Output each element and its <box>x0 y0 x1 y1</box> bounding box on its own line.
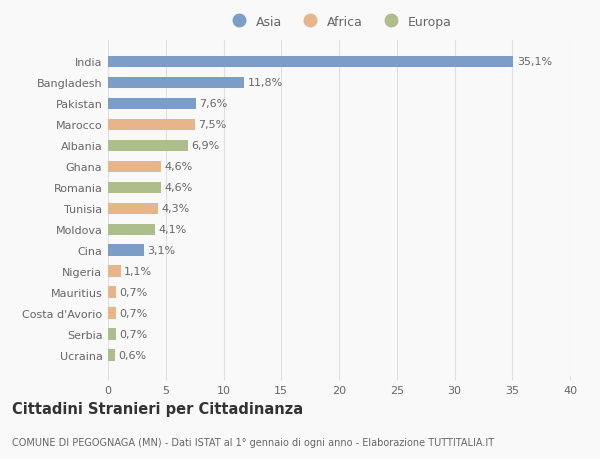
Bar <box>108 224 155 235</box>
Text: 0,7%: 0,7% <box>119 308 148 319</box>
Text: 0,7%: 0,7% <box>119 288 148 297</box>
Text: 6,9%: 6,9% <box>191 141 220 151</box>
Text: 7,5%: 7,5% <box>198 120 226 130</box>
Text: 1,1%: 1,1% <box>124 267 152 277</box>
Text: 4,1%: 4,1% <box>159 225 187 235</box>
Bar <box>108 161 161 173</box>
Text: 4,6%: 4,6% <box>164 162 193 172</box>
Bar <box>108 119 194 131</box>
Text: 3,1%: 3,1% <box>147 246 175 256</box>
Bar <box>108 203 158 215</box>
Bar <box>108 140 188 152</box>
Bar <box>108 350 115 361</box>
Text: 0,6%: 0,6% <box>118 350 146 360</box>
Text: COMUNE DI PEGOGNAGA (MN) - Dati ISTAT al 1° gennaio di ogni anno - Elaborazione : COMUNE DI PEGOGNAGA (MN) - Dati ISTAT al… <box>12 437 494 447</box>
Bar <box>108 266 121 277</box>
Text: 0,7%: 0,7% <box>119 330 148 340</box>
Bar <box>108 56 514 68</box>
Text: Cittadini Stranieri per Cittadinanza: Cittadini Stranieri per Cittadinanza <box>12 401 303 416</box>
Bar <box>108 287 116 298</box>
Legend: Asia, Africa, Europa: Asia, Africa, Europa <box>221 11 457 34</box>
Bar <box>108 78 244 89</box>
Text: 11,8%: 11,8% <box>248 78 283 88</box>
Bar <box>108 308 116 319</box>
Text: 35,1%: 35,1% <box>517 57 552 67</box>
Bar <box>108 182 161 194</box>
Text: 4,6%: 4,6% <box>164 183 193 193</box>
Text: 7,6%: 7,6% <box>199 99 227 109</box>
Bar <box>108 98 196 110</box>
Bar <box>108 245 144 257</box>
Text: 4,3%: 4,3% <box>161 204 190 214</box>
Bar <box>108 329 116 340</box>
